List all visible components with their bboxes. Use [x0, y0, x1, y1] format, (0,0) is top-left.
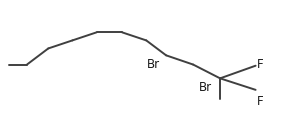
- Text: Br: Br: [147, 57, 160, 70]
- Text: Br: Br: [199, 80, 212, 93]
- Text: F: F: [257, 94, 264, 107]
- Text: F: F: [257, 57, 264, 70]
